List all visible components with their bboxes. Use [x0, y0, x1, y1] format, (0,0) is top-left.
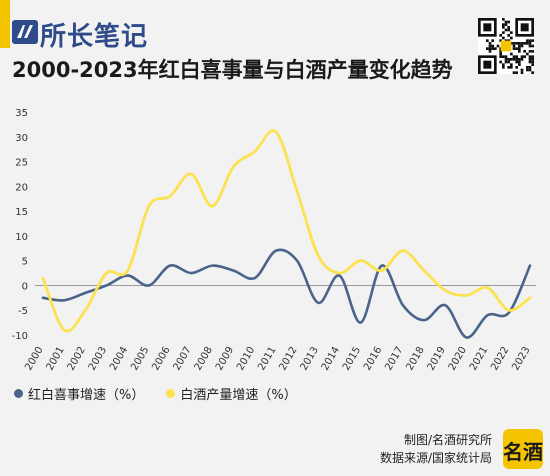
page-title: 2000-2023年红白喜事量与白酒产量变化趋势 [12, 58, 453, 82]
x-tick-label: 2015 [341, 345, 363, 373]
y-tick-label: 20 [15, 182, 28, 193]
x-tick-label: 2018 [404, 345, 426, 373]
legend-item: 红白喜事增速（%） [14, 384, 144, 403]
data-source: 数据来源/国家统计局 [379, 451, 492, 465]
x-tick-label: 2000 [23, 345, 45, 373]
x-tick-label: 2014 [320, 345, 342, 373]
x-tick-label: 2023 [510, 345, 532, 373]
series-line-weddings-funerals [41, 248, 532, 339]
x-tick-label: 2016 [362, 345, 384, 373]
y-tick-label: 30 [15, 133, 28, 144]
x-tick-label: 2008 [193, 345, 215, 373]
x-tick-label: 2011 [256, 345, 278, 373]
series-line-baijiu-output [41, 129, 532, 333]
legend-swatch [14, 389, 23, 398]
legend-label: 白酒产量增速（%） [180, 388, 297, 403]
x-tick-label: 2001 [45, 345, 67, 373]
line-chart: 35302520151050-5-10200020012002200320042… [12, 108, 536, 373]
accent-bar [0, 0, 10, 48]
y-tick-label: -5 [18, 306, 28, 317]
y-tick-label: 5 [22, 257, 28, 268]
x-tick-label: 2013 [299, 345, 321, 373]
legend-swatch [166, 389, 176, 398]
y-tick-label: 0 [22, 281, 28, 292]
y-tick-label: 10 [15, 232, 28, 243]
x-tick-label: 2017 [383, 345, 405, 373]
maker-credit: 制图/名酒研究所 [403, 433, 492, 447]
brand-stamp-logo: 名酒 [503, 429, 543, 469]
y-tick-label: 15 [15, 207, 28, 218]
x-tick-label: 2020 [447, 345, 469, 373]
y-tick-label: -10 [12, 331, 28, 342]
y-tick-label: 35 [15, 108, 28, 119]
x-tick-label: 2003 [87, 345, 109, 373]
qr-code-icon [478, 18, 534, 74]
x-tick-label: 2019 [426, 345, 448, 373]
x-tick-label: 2006 [150, 345, 172, 373]
logo-text: 所长笔记 [40, 22, 149, 52]
x-tick-label: 2021 [468, 345, 490, 373]
x-tick-label: 2010 [235, 345, 257, 373]
x-tick-label: 2012 [277, 345, 299, 373]
y-tick-label: 25 [15, 158, 28, 169]
legend: 红白喜事增速（%） 白酒产量增速（%） [14, 384, 297, 403]
legend-label: 红白喜事增速（%） [28, 388, 145, 403]
x-tick-label: 2005 [129, 345, 151, 373]
logo-icon [12, 20, 38, 44]
brand-stamp-text: 名酒 [503, 440, 543, 464]
x-tick-label: 2009 [214, 345, 236, 373]
x-tick-label: 2007 [172, 345, 194, 373]
x-tick-label: 2004 [108, 345, 130, 373]
legend-item: 白酒产量增速（%） [166, 384, 297, 403]
x-tick-label: 2002 [66, 345, 88, 373]
x-tick-label: 2022 [489, 345, 511, 373]
header: 所长笔记 2000-2023年红白喜事量与白酒产量变化趋势 [0, 0, 550, 100]
